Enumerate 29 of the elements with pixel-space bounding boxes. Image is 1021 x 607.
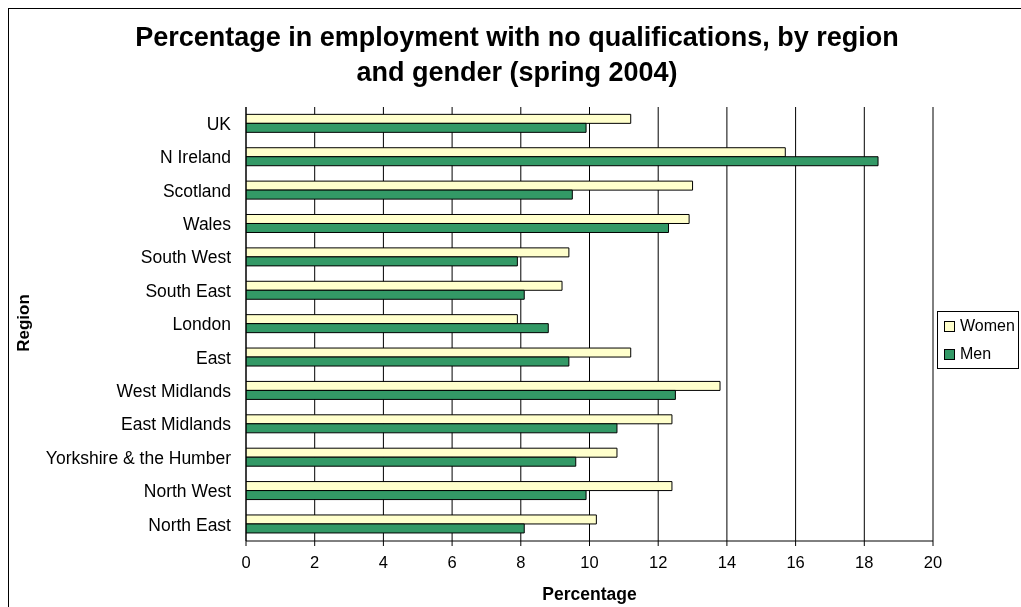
- x-tick-label: 16: [786, 552, 805, 571]
- y-tick-label: Wales: [183, 214, 232, 235]
- y-tick-label: East: [195, 347, 232, 368]
- x-tick-label: 4: [378, 552, 388, 571]
- x-tick-label: 6: [447, 552, 457, 571]
- legend-label: Women: [960, 317, 1015, 335]
- x-tick-label: 12: [649, 552, 668, 571]
- y-tick-label: London: [172, 314, 231, 335]
- y-tick-label: UK: [206, 113, 232, 134]
- x-tick-label: 18: [855, 552, 874, 571]
- y-tick-label: South West: [140, 247, 232, 268]
- x-tick-label: 8: [516, 552, 526, 571]
- y-tick-label: Yorkshire & the Humber: [45, 447, 232, 468]
- x-axis-title: Percentage: [542, 584, 637, 604]
- y-tick-label: East Midlands: [121, 414, 232, 435]
- y-axis-title: Region: [14, 294, 33, 352]
- y-tick-label: North West: [143, 481, 232, 502]
- y-tick-label: N Ireland: [159, 147, 231, 168]
- legend-label: Men: [960, 345, 992, 363]
- chart-title: Percentage in employment with no qualifications, by region and gender (spring 2004): [135, 22, 899, 87]
- x-tick-label: 2: [310, 552, 320, 571]
- x-tick-label: 0: [241, 552, 251, 571]
- x-tick-label: 10: [580, 552, 599, 571]
- y-tick-label: South East: [145, 280, 232, 301]
- y-tick-label: West Midlands: [116, 380, 232, 401]
- x-tick-label: 20: [923, 552, 943, 571]
- y-tick-label: North East: [148, 514, 232, 535]
- y-tick-label: Scotland: [162, 180, 231, 201]
- x-tick-label: 14: [717, 552, 737, 571]
